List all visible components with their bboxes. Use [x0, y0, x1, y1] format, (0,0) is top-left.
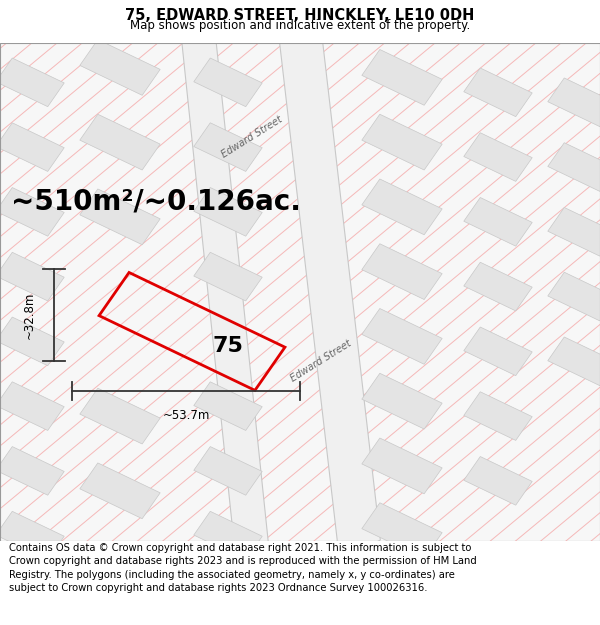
Polygon shape [464, 456, 532, 505]
Polygon shape [0, 188, 64, 236]
Polygon shape [362, 503, 442, 559]
Polygon shape [0, 382, 64, 431]
Text: ~510m²/~0.126ac.: ~510m²/~0.126ac. [11, 188, 301, 216]
Polygon shape [80, 114, 160, 170]
Polygon shape [194, 511, 262, 560]
Polygon shape [548, 78, 600, 127]
Polygon shape [80, 463, 160, 519]
Polygon shape [194, 122, 262, 171]
Polygon shape [0, 447, 64, 495]
Polygon shape [464, 262, 532, 311]
Polygon shape [362, 114, 442, 170]
Polygon shape [362, 179, 442, 235]
Text: Map shows position and indicative extent of the property.: Map shows position and indicative extent… [130, 19, 470, 32]
Text: Contains OS data © Crown copyright and database right 2021. This information is : Contains OS data © Crown copyright and d… [9, 543, 477, 592]
Polygon shape [0, 511, 64, 560]
Polygon shape [548, 272, 600, 321]
Polygon shape [0, 58, 64, 107]
Polygon shape [464, 132, 532, 181]
Polygon shape [362, 244, 442, 299]
Polygon shape [80, 39, 160, 95]
Polygon shape [464, 392, 532, 441]
Text: 75, EDWARD STREET, HINCKLEY, LE10 0DH: 75, EDWARD STREET, HINCKLEY, LE10 0DH [125, 9, 475, 24]
Polygon shape [548, 337, 600, 386]
Polygon shape [194, 188, 262, 236]
Text: ~32.8m: ~32.8m [23, 291, 36, 339]
Polygon shape [80, 388, 160, 444]
Polygon shape [194, 58, 262, 107]
Text: ~53.7m: ~53.7m [163, 409, 209, 422]
Polygon shape [362, 309, 442, 364]
Polygon shape [0, 122, 64, 171]
Polygon shape [464, 68, 532, 117]
Polygon shape [182, 24, 268, 559]
Polygon shape [464, 327, 532, 376]
Polygon shape [464, 198, 532, 246]
Polygon shape [548, 208, 600, 256]
Text: Edward Street: Edward Street [289, 339, 353, 384]
Text: Edward Street: Edward Street [220, 114, 284, 160]
Polygon shape [280, 22, 380, 561]
Polygon shape [362, 49, 442, 105]
Polygon shape [194, 447, 262, 495]
Polygon shape [0, 317, 64, 366]
Polygon shape [194, 382, 262, 431]
Text: 75: 75 [212, 336, 243, 356]
Polygon shape [194, 253, 262, 301]
Polygon shape [80, 189, 160, 245]
Polygon shape [362, 438, 442, 494]
Polygon shape [362, 373, 442, 429]
Polygon shape [0, 253, 64, 301]
Polygon shape [548, 142, 600, 191]
